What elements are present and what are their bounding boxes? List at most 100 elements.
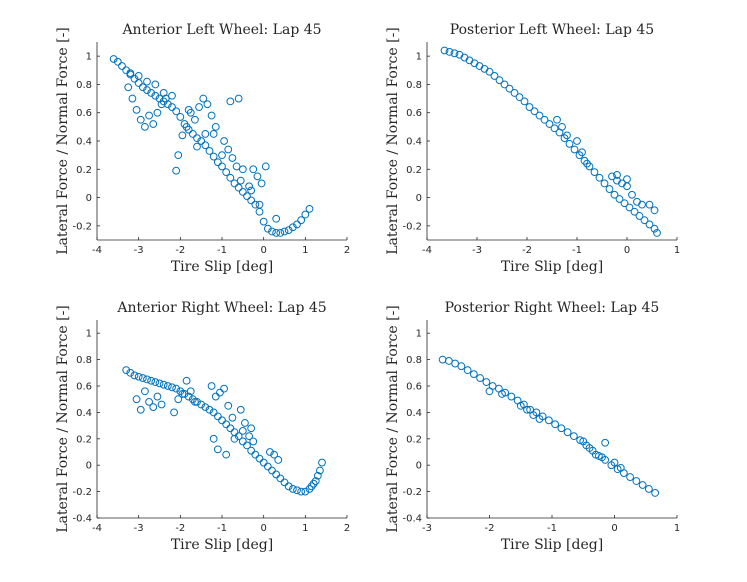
data-point [238, 426, 247, 435]
data-point [626, 473, 635, 481]
data-point [650, 224, 659, 233]
data-point [209, 408, 218, 417]
data-point [230, 434, 239, 443]
data-point [280, 478, 289, 487]
data-point [238, 165, 247, 174]
y-tick-label: 1 [86, 52, 92, 63]
x-tick-label: 0 [260, 523, 266, 534]
data-point [544, 416, 553, 425]
data-point [143, 77, 151, 86]
data-point [191, 397, 199, 406]
data-point [263, 462, 272, 471]
scatter-series [122, 366, 326, 496]
data-point [163, 100, 172, 109]
x-tick-label: 1 [302, 245, 308, 256]
x-axis-label: Tire Slip [deg] [501, 259, 603, 275]
data-point [563, 428, 572, 437]
data-point [118, 62, 126, 70]
data-point [565, 139, 574, 148]
y-axis-label: Lateral Force / Normal Force [-] [385, 305, 401, 533]
data-point [157, 100, 166, 109]
data-point [176, 387, 185, 396]
data-point [638, 481, 647, 489]
data-point [203, 100, 212, 109]
data-point [209, 130, 218, 138]
data-point [563, 131, 571, 140]
data-point [151, 80, 160, 89]
data-point [230, 428, 239, 437]
data-point [232, 162, 241, 171]
data-point [234, 94, 243, 103]
data-point [245, 432, 253, 441]
data-point [238, 188, 247, 196]
data-point [172, 107, 181, 116]
data-point [440, 46, 449, 55]
y-tick-label: 1 [86, 329, 92, 340]
data-point [288, 223, 297, 232]
data-point [305, 485, 314, 493]
data-point [305, 204, 314, 213]
x-tick-label: -3 [472, 245, 482, 256]
data-point [307, 482, 316, 491]
data-point [226, 173, 235, 182]
data-point [595, 173, 604, 182]
data-point [132, 395, 141, 404]
data-point [313, 471, 322, 480]
data-point [297, 216, 306, 225]
data-point [126, 69, 135, 78]
data-point [141, 387, 149, 396]
data-point [163, 382, 172, 390]
data-point [226, 424, 235, 433]
data-point [651, 489, 660, 497]
data-point [545, 120, 554, 128]
data-point [645, 200, 654, 209]
y-axis-label: Lateral Force / Normal Force [-] [55, 27, 71, 255]
data-point [201, 141, 210, 150]
data-point [122, 66, 131, 75]
data-point [149, 403, 158, 412]
data-point [211, 122, 220, 131]
data-point [168, 91, 176, 100]
data-point [640, 216, 649, 225]
data-point [145, 111, 153, 120]
data-point [178, 131, 187, 140]
data-point [293, 486, 301, 495]
data-point [230, 179, 239, 188]
data-point [635, 212, 644, 220]
data-point [216, 388, 224, 397]
data-point [228, 413, 237, 422]
data-point [218, 151, 226, 160]
data-point [174, 151, 183, 160]
y-axis-label: Lateral Force / Normal Force [-] [55, 305, 71, 533]
data-point [615, 195, 624, 203]
data-point [236, 405, 245, 414]
y-tick-label: -0.2 [402, 221, 422, 232]
data-point [182, 122, 191, 131]
data-point [247, 446, 256, 455]
y-tick-label: 0 [86, 461, 92, 472]
data-point [551, 420, 560, 429]
data-point [247, 196, 256, 205]
x-tick-label: -1 [217, 245, 227, 256]
data-point [583, 159, 591, 168]
data-point [284, 482, 293, 491]
data-point [213, 158, 222, 167]
y-tick-label: -0.4 [72, 514, 92, 525]
data-point [600, 179, 609, 188]
data-point [293, 220, 301, 229]
x-tick-label: 0 [624, 245, 630, 256]
data-point [170, 408, 178, 417]
x-axis-label: Tire Slip [deg] [171, 259, 273, 275]
data-point [213, 445, 222, 454]
chart-title: Posterior Right Wheel: Lap 45 [445, 300, 660, 316]
data-point [153, 392, 162, 401]
data-point [558, 122, 566, 131]
x-tick-label: 1 [674, 245, 680, 256]
data-point [228, 154, 237, 162]
data-point [438, 355, 447, 364]
data-point [516, 401, 525, 410]
data-point [134, 72, 143, 80]
data-point [209, 434, 218, 443]
x-tick-label: -2 [175, 523, 185, 534]
x-tick-label: -2 [485, 523, 495, 534]
